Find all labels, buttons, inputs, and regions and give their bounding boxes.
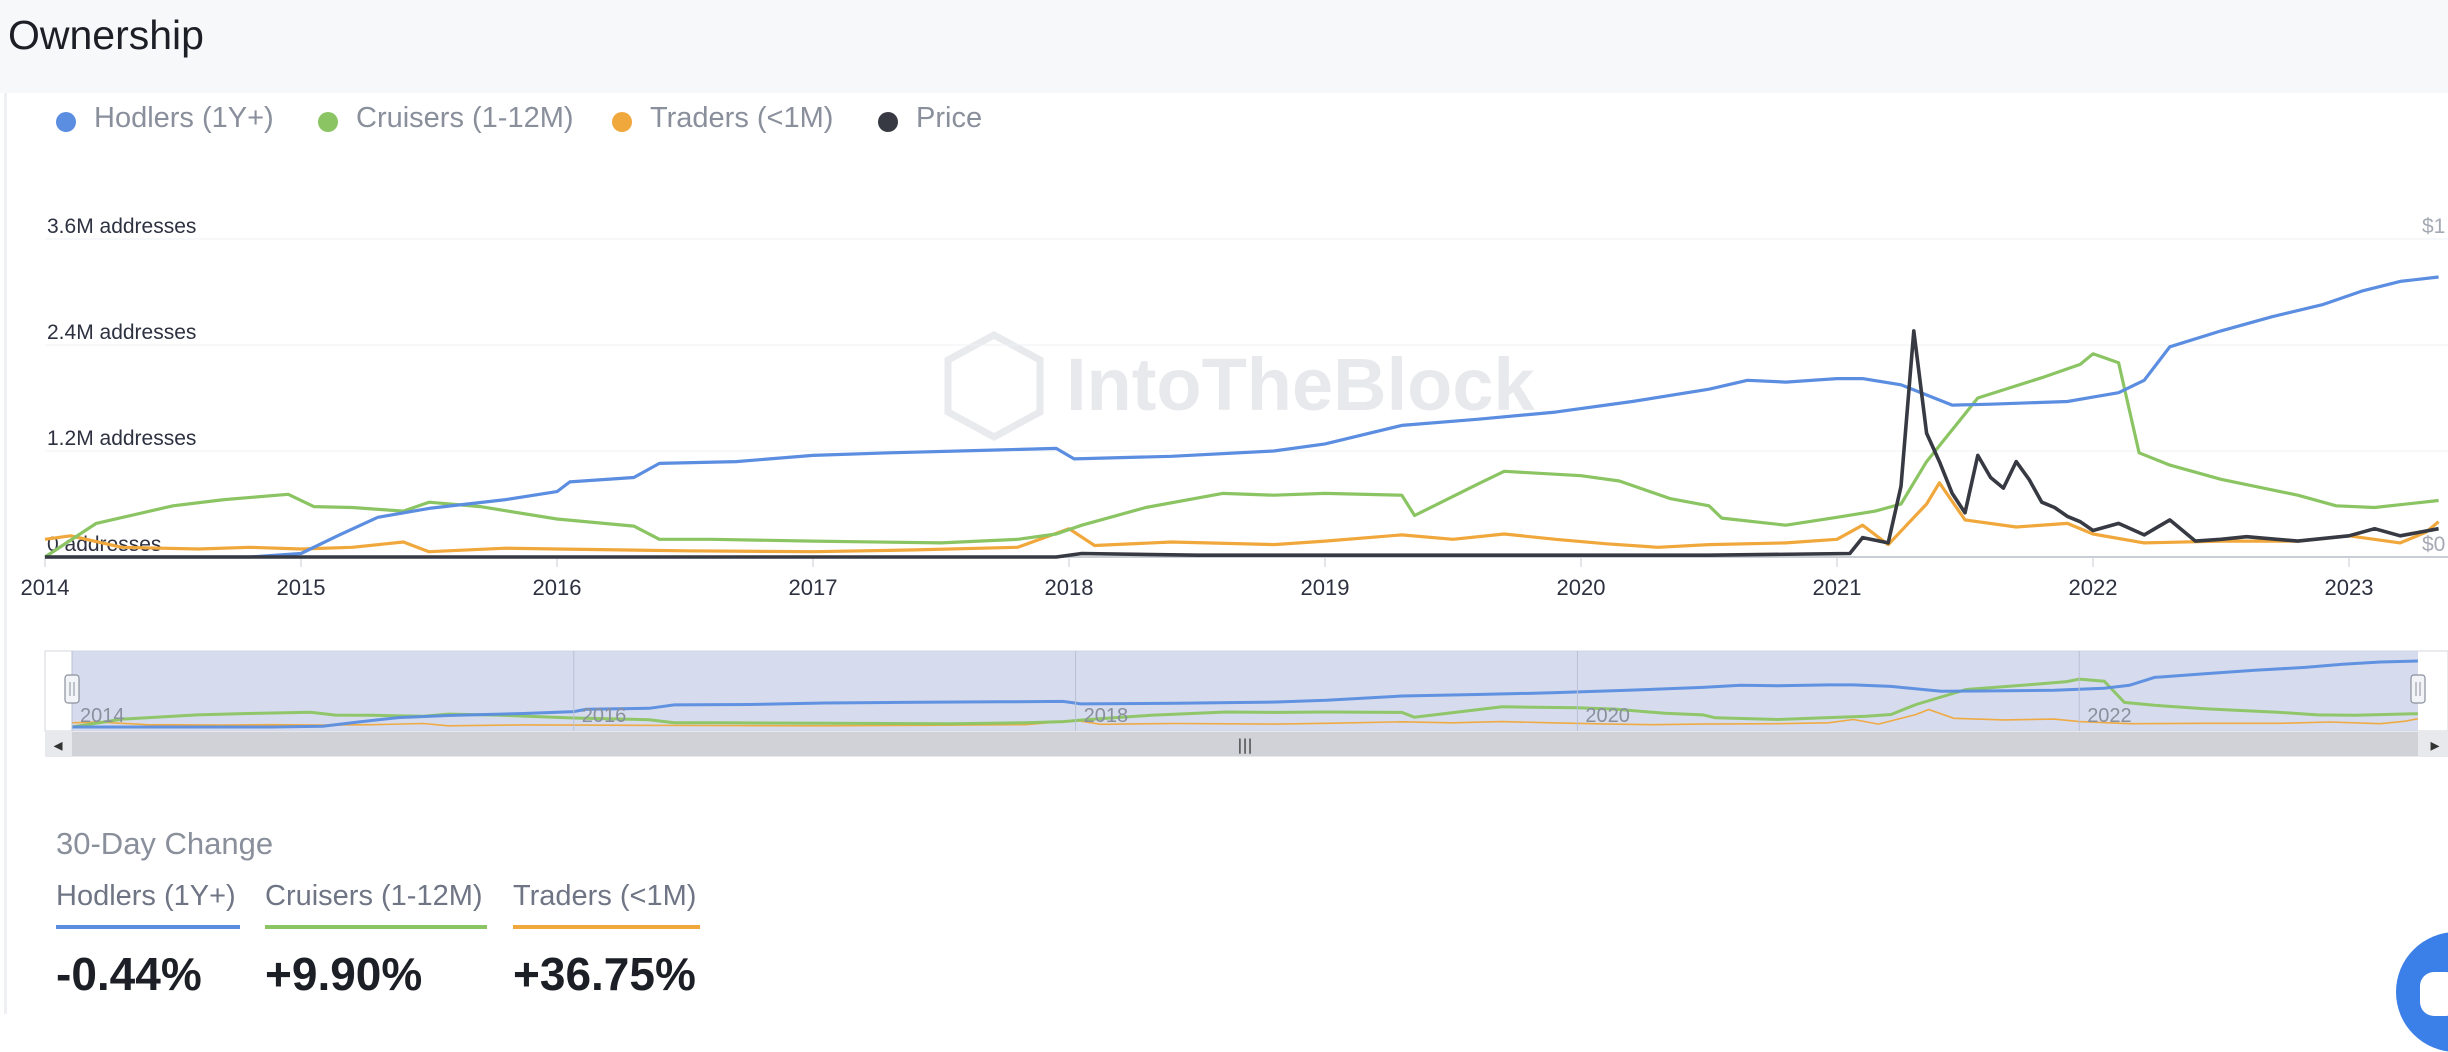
change-underline-traders	[513, 925, 700, 929]
scrollbar-grip-icon: |||	[1237, 736, 1252, 754]
change-label-cruisers: Cruisers (1-12M)	[265, 880, 483, 912]
legend-dot-traders	[612, 112, 632, 132]
navigator-tick-label: 2022	[2087, 705, 2132, 727]
change-cruisers: Cruisers (1-12M) +9.90%	[265, 880, 487, 1001]
navigator-tick-label: 2018	[1084, 705, 1129, 727]
handle-grip-icon	[2410, 674, 2426, 704]
legend-label-price: Price	[916, 102, 983, 134]
y-tick-label: 3.6M addresses	[47, 215, 196, 238]
change-label-traders: Traders (<1M)	[513, 880, 697, 912]
y-tick-label: 2.4M addresses	[47, 321, 196, 344]
y2-tick-label: $0	[2422, 533, 2445, 556]
navigator-line-traders	[71, 708, 2419, 727]
change-underline-cruisers	[265, 925, 487, 929]
x-tick-label: 2015	[277, 575, 326, 600]
series-line-price	[45, 329, 2439, 559]
change-label-hodlers: Hodlers (1Y+)	[56, 880, 236, 912]
x-tick-label: 2016	[533, 575, 582, 600]
navigator-left-handle[interactable]	[64, 674, 80, 704]
change-section-title: 30-Day Change	[56, 826, 274, 861]
chat-widget-button[interactable]	[2396, 932, 2448, 1052]
x-tick-label: 2018	[1045, 575, 1094, 600]
legend-dot-hodlers	[56, 112, 76, 132]
x-tick-label: 2014	[21, 575, 70, 600]
watermark-text: IntoTheBlock	[1066, 343, 1536, 426]
navigator-scrollbar[interactable]: ◂ ▸ |||	[45, 731, 2448, 757]
scroll-right-arrow-icon[interactable]: ▸	[2430, 735, 2439, 756]
page-title: Ownership	[8, 12, 204, 58]
legend-dot-cruisers	[318, 112, 338, 132]
legend-dot-price	[878, 112, 898, 132]
legend-label-traders: Traders (<1M)	[650, 102, 834, 134]
range-navigator: 2014 2016 2018 2020 2022 ◂ ▸ |||	[44, 650, 2448, 757]
change-value-traders: +36.75%	[513, 948, 696, 1000]
scrollbar-thumb	[72, 732, 2418, 756]
legend-label-hodlers: Hodlers (1Y+)	[94, 102, 274, 134]
x-tick-label: 2019	[1301, 575, 1350, 600]
left-divider	[4, 93, 7, 1014]
navigator-right-handle[interactable]	[2410, 674, 2426, 704]
change-hodlers: Hodlers (1Y+) -0.44%	[56, 880, 240, 1001]
navigator-tick-label: 2016	[582, 705, 627, 727]
y-tick-label: 1.2M addresses	[47, 427, 196, 450]
x-tick-label: 2020	[1557, 575, 1606, 600]
series-line-cruisers	[44, 352, 2439, 559]
change-value-hodlers: -0.44%	[56, 948, 202, 1000]
navigator-tick-label: 2014	[80, 705, 125, 727]
watermark: IntoTheBlock	[944, 331, 1536, 441]
series-line-hodlers	[45, 275, 2439, 559]
scroll-left-arrow-icon[interactable]: ◂	[53, 735, 62, 756]
legend-label-cruisers: Cruisers (1-12M)	[356, 102, 574, 134]
x-tick-label: 2023	[2325, 575, 2374, 600]
navigator-tick-label: 2020	[1585, 705, 1630, 727]
x-tick-label: 2022	[2069, 575, 2118, 600]
x-tick-label: 2021	[1813, 575, 1862, 600]
y2-tick-label: $1	[2422, 215, 2445, 238]
series-line-traders	[44, 481, 2440, 554]
change-value-cruisers: +9.90%	[265, 948, 423, 1000]
change-underline-hodlers	[56, 925, 240, 929]
watermark-logo-icon	[944, 331, 1044, 441]
x-tick-label: 2017	[789, 575, 838, 600]
change-traders: Traders (<1M) +36.75%	[513, 880, 700, 1001]
handle-grip-icon	[64, 674, 80, 704]
chat-bubble-icon	[2420, 972, 2448, 1016]
title-bar: Ownership	[0, 0, 2448, 93]
